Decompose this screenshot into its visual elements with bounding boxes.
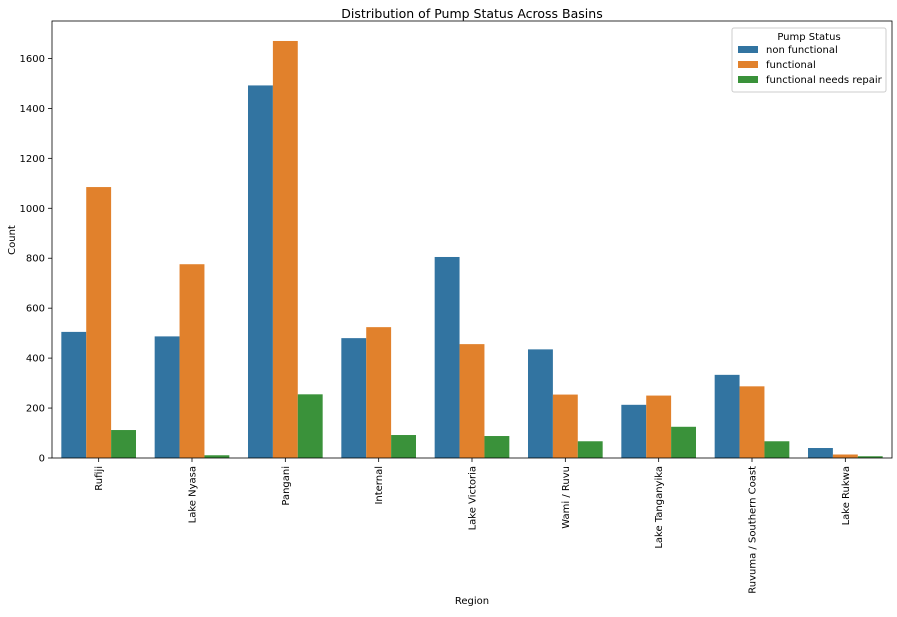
bar bbox=[366, 327, 392, 458]
legend-title: Pump Status bbox=[777, 32, 840, 43]
y-tick-label: 1200 bbox=[20, 154, 45, 165]
x-tick-label: Lake Victoria bbox=[468, 466, 479, 530]
y-tick-label: 200 bbox=[26, 404, 45, 415]
bar bbox=[154, 336, 180, 458]
bar bbox=[341, 338, 367, 458]
bar bbox=[248, 85, 273, 459]
bar bbox=[86, 187, 112, 458]
bar bbox=[179, 264, 205, 458]
x-axis: Rufiji Lake Nyasa Pangani Internal Lake Vict… bbox=[94, 458, 852, 594]
bar bbox=[484, 436, 510, 458]
bar bbox=[204, 455, 230, 458]
x-tick-label: Wami / Ruvu bbox=[561, 466, 572, 529]
bar bbox=[272, 40, 298, 458]
bar bbox=[111, 430, 136, 458]
bar bbox=[808, 448, 833, 458]
x-tick-label: Pangani bbox=[281, 466, 292, 506]
bar bbox=[671, 426, 696, 458]
bars-group bbox=[61, 40, 883, 459]
x-tick-label: Ruvuma / Southern Coast bbox=[748, 466, 759, 594]
chart-title: Distribution of Pump Status Across Basin… bbox=[341, 6, 602, 21]
legend-label: non functional bbox=[766, 45, 838, 56]
y-tick-label: 1600 bbox=[20, 54, 45, 65]
bar bbox=[764, 441, 790, 458]
x-tick-label: Lake Tanganyika bbox=[654, 466, 665, 549]
y-tick-label: 0 bbox=[39, 454, 45, 465]
bar bbox=[714, 374, 740, 458]
y-tick-label: 1000 bbox=[20, 204, 45, 215]
x-tick-label: Internal bbox=[374, 466, 385, 505]
legend-label: functional bbox=[766, 60, 816, 71]
bar bbox=[297, 394, 323, 458]
bar bbox=[391, 435, 416, 458]
y-axis: 0 200 400 600 800 1000 1200 1400 1600 bbox=[20, 54, 52, 465]
bar bbox=[832, 454, 858, 458]
bar bbox=[621, 404, 647, 458]
legend: Pump Status non functional functional func… bbox=[731, 27, 887, 93]
legend-swatch bbox=[738, 61, 758, 68]
y-tick-label: 600 bbox=[26, 304, 45, 315]
legend-swatch bbox=[738, 46, 758, 53]
x-axis-label: Region bbox=[455, 596, 489, 607]
bar bbox=[857, 456, 883, 458]
x-tick-label: Lake Rukwa bbox=[841, 466, 852, 525]
legend-swatch bbox=[738, 76, 758, 83]
y-tick-label: 800 bbox=[26, 254, 45, 265]
x-tick-label: Rufiji bbox=[94, 466, 105, 491]
y-axis-label: Count bbox=[7, 225, 18, 255]
y-tick-label: 400 bbox=[26, 354, 45, 365]
bar bbox=[434, 256, 460, 458]
bar bbox=[577, 441, 603, 458]
bar bbox=[646, 395, 672, 458]
plot-frame bbox=[51, 20, 893, 459]
bar bbox=[61, 331, 87, 458]
legend-box bbox=[731, 27, 887, 93]
bar bbox=[459, 344, 485, 458]
legend-label: functional needs repair bbox=[766, 75, 883, 86]
bar bbox=[528, 349, 553, 458]
x-tick-label: Lake Nyasa bbox=[188, 466, 199, 523]
bar bbox=[552, 394, 578, 458]
bar bbox=[739, 386, 765, 458]
y-tick-label: 1400 bbox=[20, 104, 45, 115]
